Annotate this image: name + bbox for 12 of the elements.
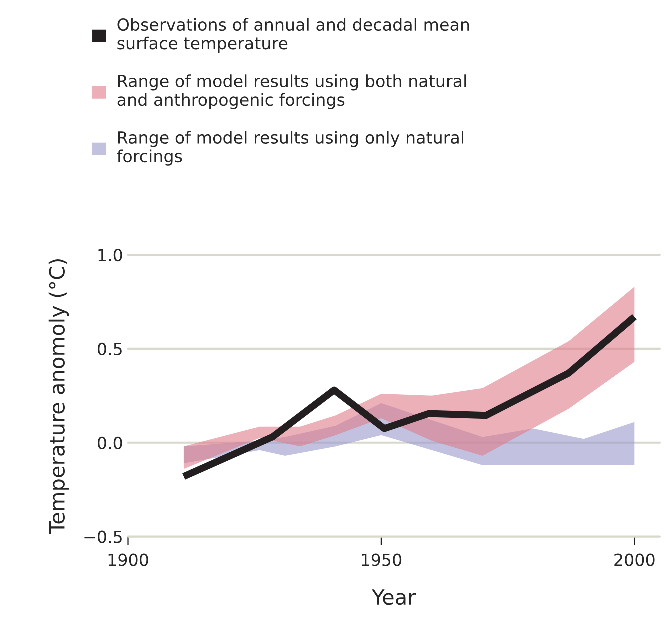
legend-label: Range of model results using both natural and anthropogenic forcings xyxy=(118,74,466,110)
x-tick-label: 2000 xyxy=(614,554,655,566)
y-tick-label: 0.0 xyxy=(98,436,122,450)
x-axis-title: Year xyxy=(372,590,416,606)
y-axis-title: Temperature anomoly (°C) xyxy=(48,260,70,534)
y-tick-label: 0.5 xyxy=(98,342,122,356)
x-tick-label: 1900 xyxy=(108,554,148,566)
y-tick-label: −0.5 xyxy=(84,530,122,544)
legend-label: Range of model results using only natural forcings xyxy=(117,131,464,166)
y-tick-label: 1.0 xyxy=(98,249,122,262)
x-tick-label: 1950 xyxy=(362,554,402,566)
legend-label: Observations of annual and decadal mean surface temperature xyxy=(118,18,470,53)
